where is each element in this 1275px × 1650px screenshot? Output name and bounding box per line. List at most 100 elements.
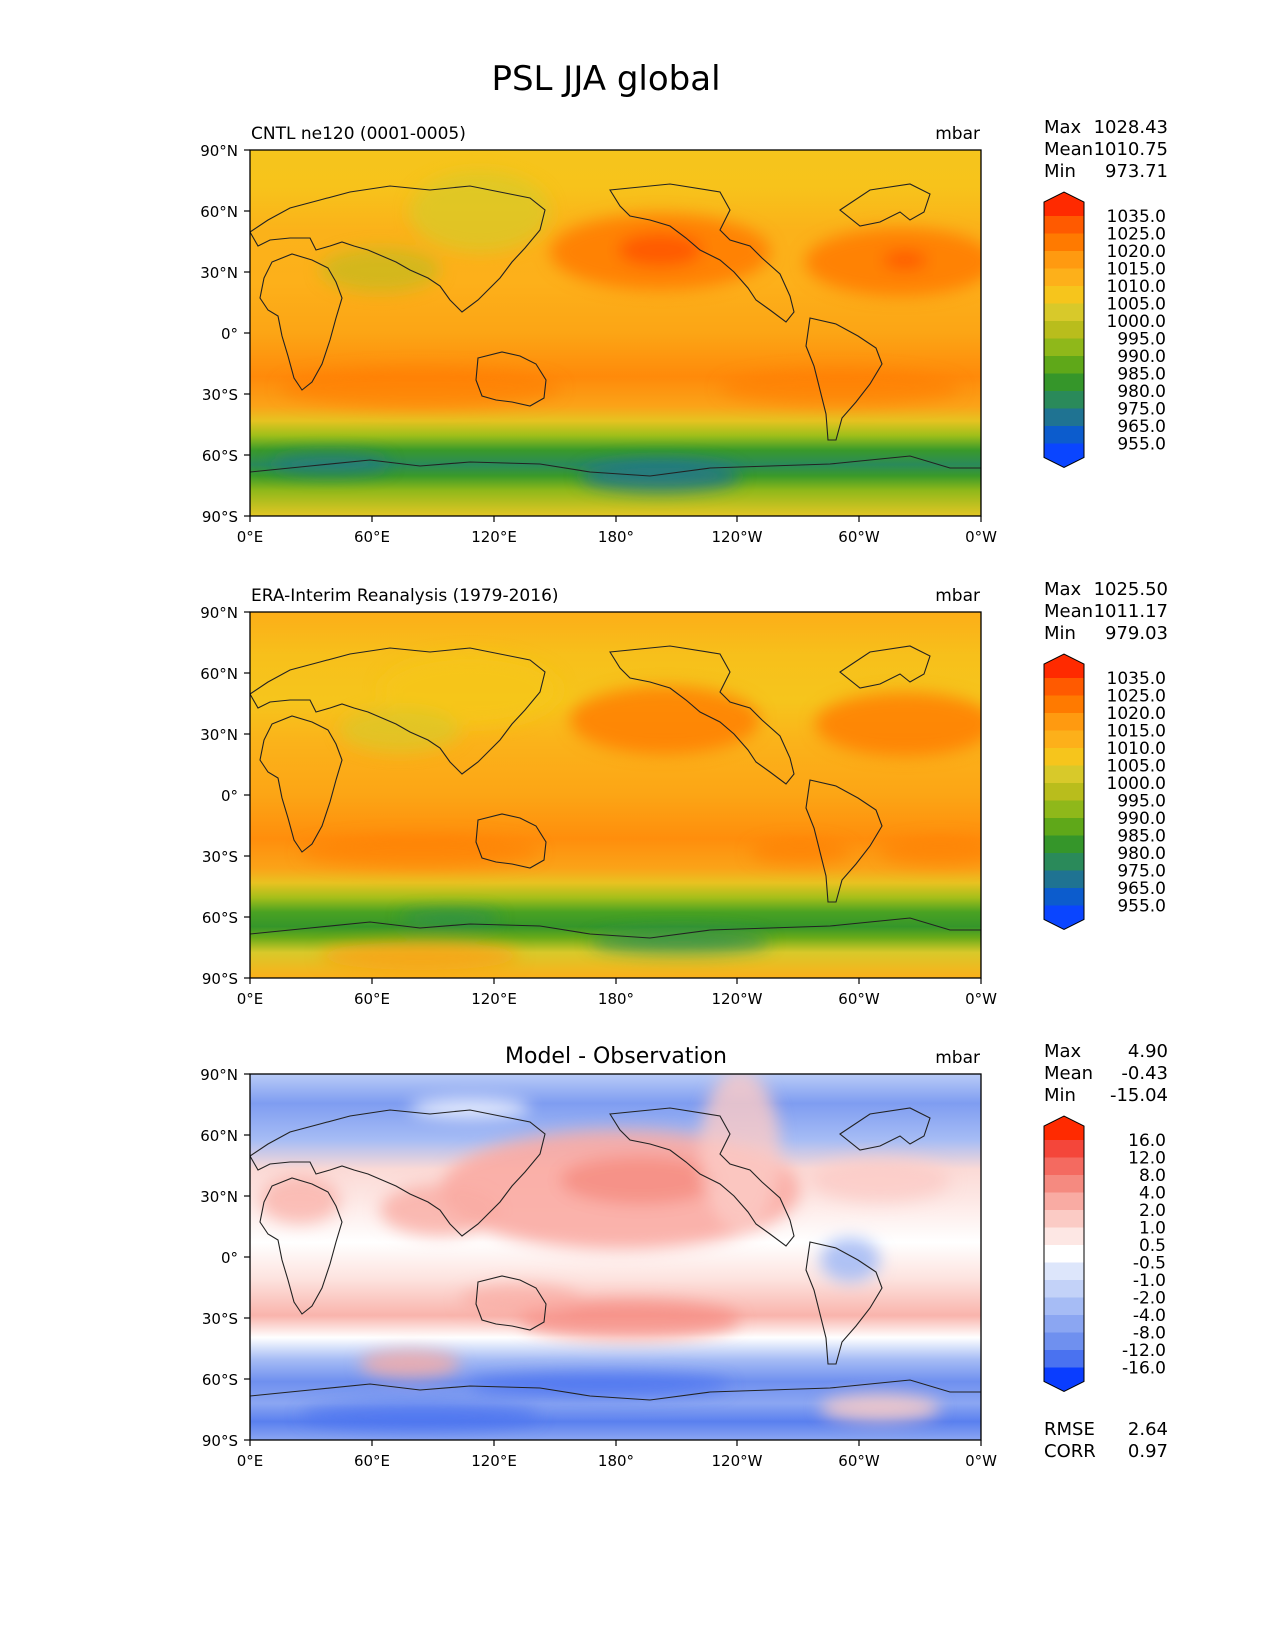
x-tick-label: 60°W — [838, 1452, 880, 1470]
colorbar-outline — [1043, 653, 1085, 931]
colorbar-observation: 1035.01025.01020.01015.01010.01005.01000… — [1043, 653, 1166, 931]
stat-value: 979.03 — [1105, 623, 1168, 644]
stat-value: 0.97 — [1128, 1441, 1168, 1462]
colorbar-level-label: 965.0 — [1117, 879, 1166, 899]
x-ticks-difference — [249, 1440, 982, 1446]
x-tick-label: 120°W — [712, 990, 763, 1008]
stat-label: RMSE — [1044, 1419, 1095, 1440]
map-plot-observation — [250, 612, 981, 978]
y-tick-label: 90°N — [200, 604, 238, 622]
colorbar-level-label: 16.0 — [1128, 1131, 1166, 1151]
colorbar-segment — [1044, 321, 1084, 340]
y-tick-label: 60°S — [202, 909, 238, 927]
y-tick-label: 30°N — [200, 264, 238, 282]
colorbar-outline — [1043, 191, 1085, 469]
colorbar-level-label: 1020.0 — [1107, 704, 1166, 724]
colorbar-segment — [1044, 1227, 1084, 1246]
colorbar-extend-bottom — [1044, 443, 1084, 468]
colorbar-segment — [1044, 853, 1084, 872]
colorbar-segment — [1044, 748, 1084, 767]
colorbar-segment — [1044, 1262, 1084, 1281]
y-tick-label: 0° — [221, 1249, 238, 1267]
colorbar-level-label: 1035.0 — [1107, 669, 1166, 689]
stat-value: 1028.43 — [1094, 117, 1168, 138]
stat-label: Max — [1044, 117, 1082, 138]
colorbar-level-label: 1010.0 — [1107, 277, 1166, 297]
x-tick-label: 60°E — [354, 528, 390, 546]
colorbar-segment — [1044, 888, 1084, 907]
x-tick-label: 0°E — [237, 1452, 264, 1470]
stat-label: Min — [1044, 161, 1076, 182]
stat-label: Min — [1044, 623, 1076, 644]
colorbar-segment — [1044, 1280, 1084, 1299]
colorbar-segment — [1044, 1350, 1084, 1369]
colorbar-segment — [1044, 356, 1084, 375]
colorbar-level-label: 1015.0 — [1107, 260, 1166, 280]
colorbar-level-label: 1005.0 — [1107, 757, 1166, 777]
y-tick-label: 60°N — [200, 1127, 238, 1145]
stat-value: 1010.75 — [1094, 139, 1168, 160]
y-tick-label: 90°S — [202, 1432, 238, 1450]
colorbar-level-label: 975.0 — [1117, 400, 1166, 420]
colorbar-segment — [1044, 800, 1084, 819]
colorbar-level-label: -4.0 — [1133, 1306, 1166, 1326]
colorbar-level-label: -16.0 — [1122, 1359, 1166, 1379]
x-ticks-model — [249, 516, 982, 522]
stat-label: Mean — [1044, 139, 1093, 160]
colorbar-model: 1035.01025.01020.01015.01010.01005.01000… — [1043, 191, 1166, 469]
colorbar-segment — [1044, 338, 1084, 357]
colorbar-level-label: 8.0 — [1139, 1166, 1166, 1186]
colorbar-extend-bottom — [1044, 905, 1084, 930]
y-tick-label: 30°N — [200, 1188, 238, 1206]
colorbar-level-label: 4.0 — [1139, 1184, 1166, 1204]
colorbar-level-label: 990.0 — [1117, 809, 1166, 829]
stat-label: Mean — [1044, 601, 1093, 622]
colorbar-level-label: -2.0 — [1133, 1289, 1166, 1309]
colorbar-level-label: 1005.0 — [1107, 295, 1166, 315]
colorbar-segment — [1044, 1140, 1084, 1159]
y-tick-label: 0° — [221, 325, 238, 343]
stat-value: 1011.17 — [1094, 601, 1168, 622]
colorbar-outline — [1043, 1115, 1085, 1393]
colorbar-extend-top — [1044, 1116, 1084, 1140]
colorbar-segment — [1044, 286, 1084, 305]
colorbar-segment — [1044, 678, 1084, 697]
colorbar-segment — [1044, 783, 1084, 802]
colorbar-level-label: 955.0 — [1117, 435, 1166, 455]
colorbar-segment — [1044, 730, 1084, 749]
colorbar-level-label: 1020.0 — [1107, 242, 1166, 262]
x-tick-label: 0°W — [965, 1452, 997, 1470]
colorbar-level-label: 980.0 — [1117, 844, 1166, 864]
y-tick-label: 90°S — [202, 508, 238, 526]
colorbar-segment — [1044, 251, 1084, 270]
colorbar-level-label: 12.0 — [1128, 1149, 1166, 1169]
colorbar-level-label: 1025.0 — [1107, 225, 1166, 245]
colorbar-extend-top — [1044, 654, 1084, 678]
colorbar-segment — [1044, 870, 1084, 889]
panel-observation-title: ERA-Interim Reanalysis (1979-2016) — [251, 586, 559, 606]
map-plot-model — [250, 150, 981, 516]
colorbar-level-label: 1010.0 — [1107, 739, 1166, 759]
colorbar-level-label: 995.0 — [1117, 330, 1166, 350]
y-tick-label: 60°N — [200, 665, 238, 683]
colorbar-segment — [1044, 1210, 1084, 1229]
colorbar-extend-top — [1044, 192, 1084, 216]
stats-observation: Max 1025.50 Mean 1011.17 Min 979.03 — [1044, 579, 1168, 644]
y-tick-label: 90°S — [202, 970, 238, 988]
colorbar-level-label: 975.0 — [1117, 862, 1166, 882]
colorbar-segment — [1044, 426, 1084, 445]
colorbar-segment — [1044, 695, 1084, 714]
y-ticks-difference — [244, 1073, 250, 1441]
colorbar-segment — [1044, 1332, 1084, 1351]
colorbar-level-label: 985.0 — [1117, 827, 1166, 847]
x-tick-label: 0°E — [237, 990, 264, 1008]
colorbar-segment — [1044, 303, 1084, 322]
colorbar-segment — [1044, 1315, 1084, 1334]
colorbar-segment — [1044, 391, 1084, 410]
colorbar-segment — [1044, 373, 1084, 392]
x-axis-difference: 0°E 60°E 120°E 180° 120°W 60°W 0°W — [237, 1440, 997, 1470]
panel-model: CNTL ne120 (0001-0005) mbar — [200, 117, 1168, 546]
stat-value: 4.90 — [1128, 1041, 1168, 1062]
colorbar-level-label: 1025.0 — [1107, 687, 1166, 707]
colorbar-level-label: -0.5 — [1133, 1254, 1166, 1274]
